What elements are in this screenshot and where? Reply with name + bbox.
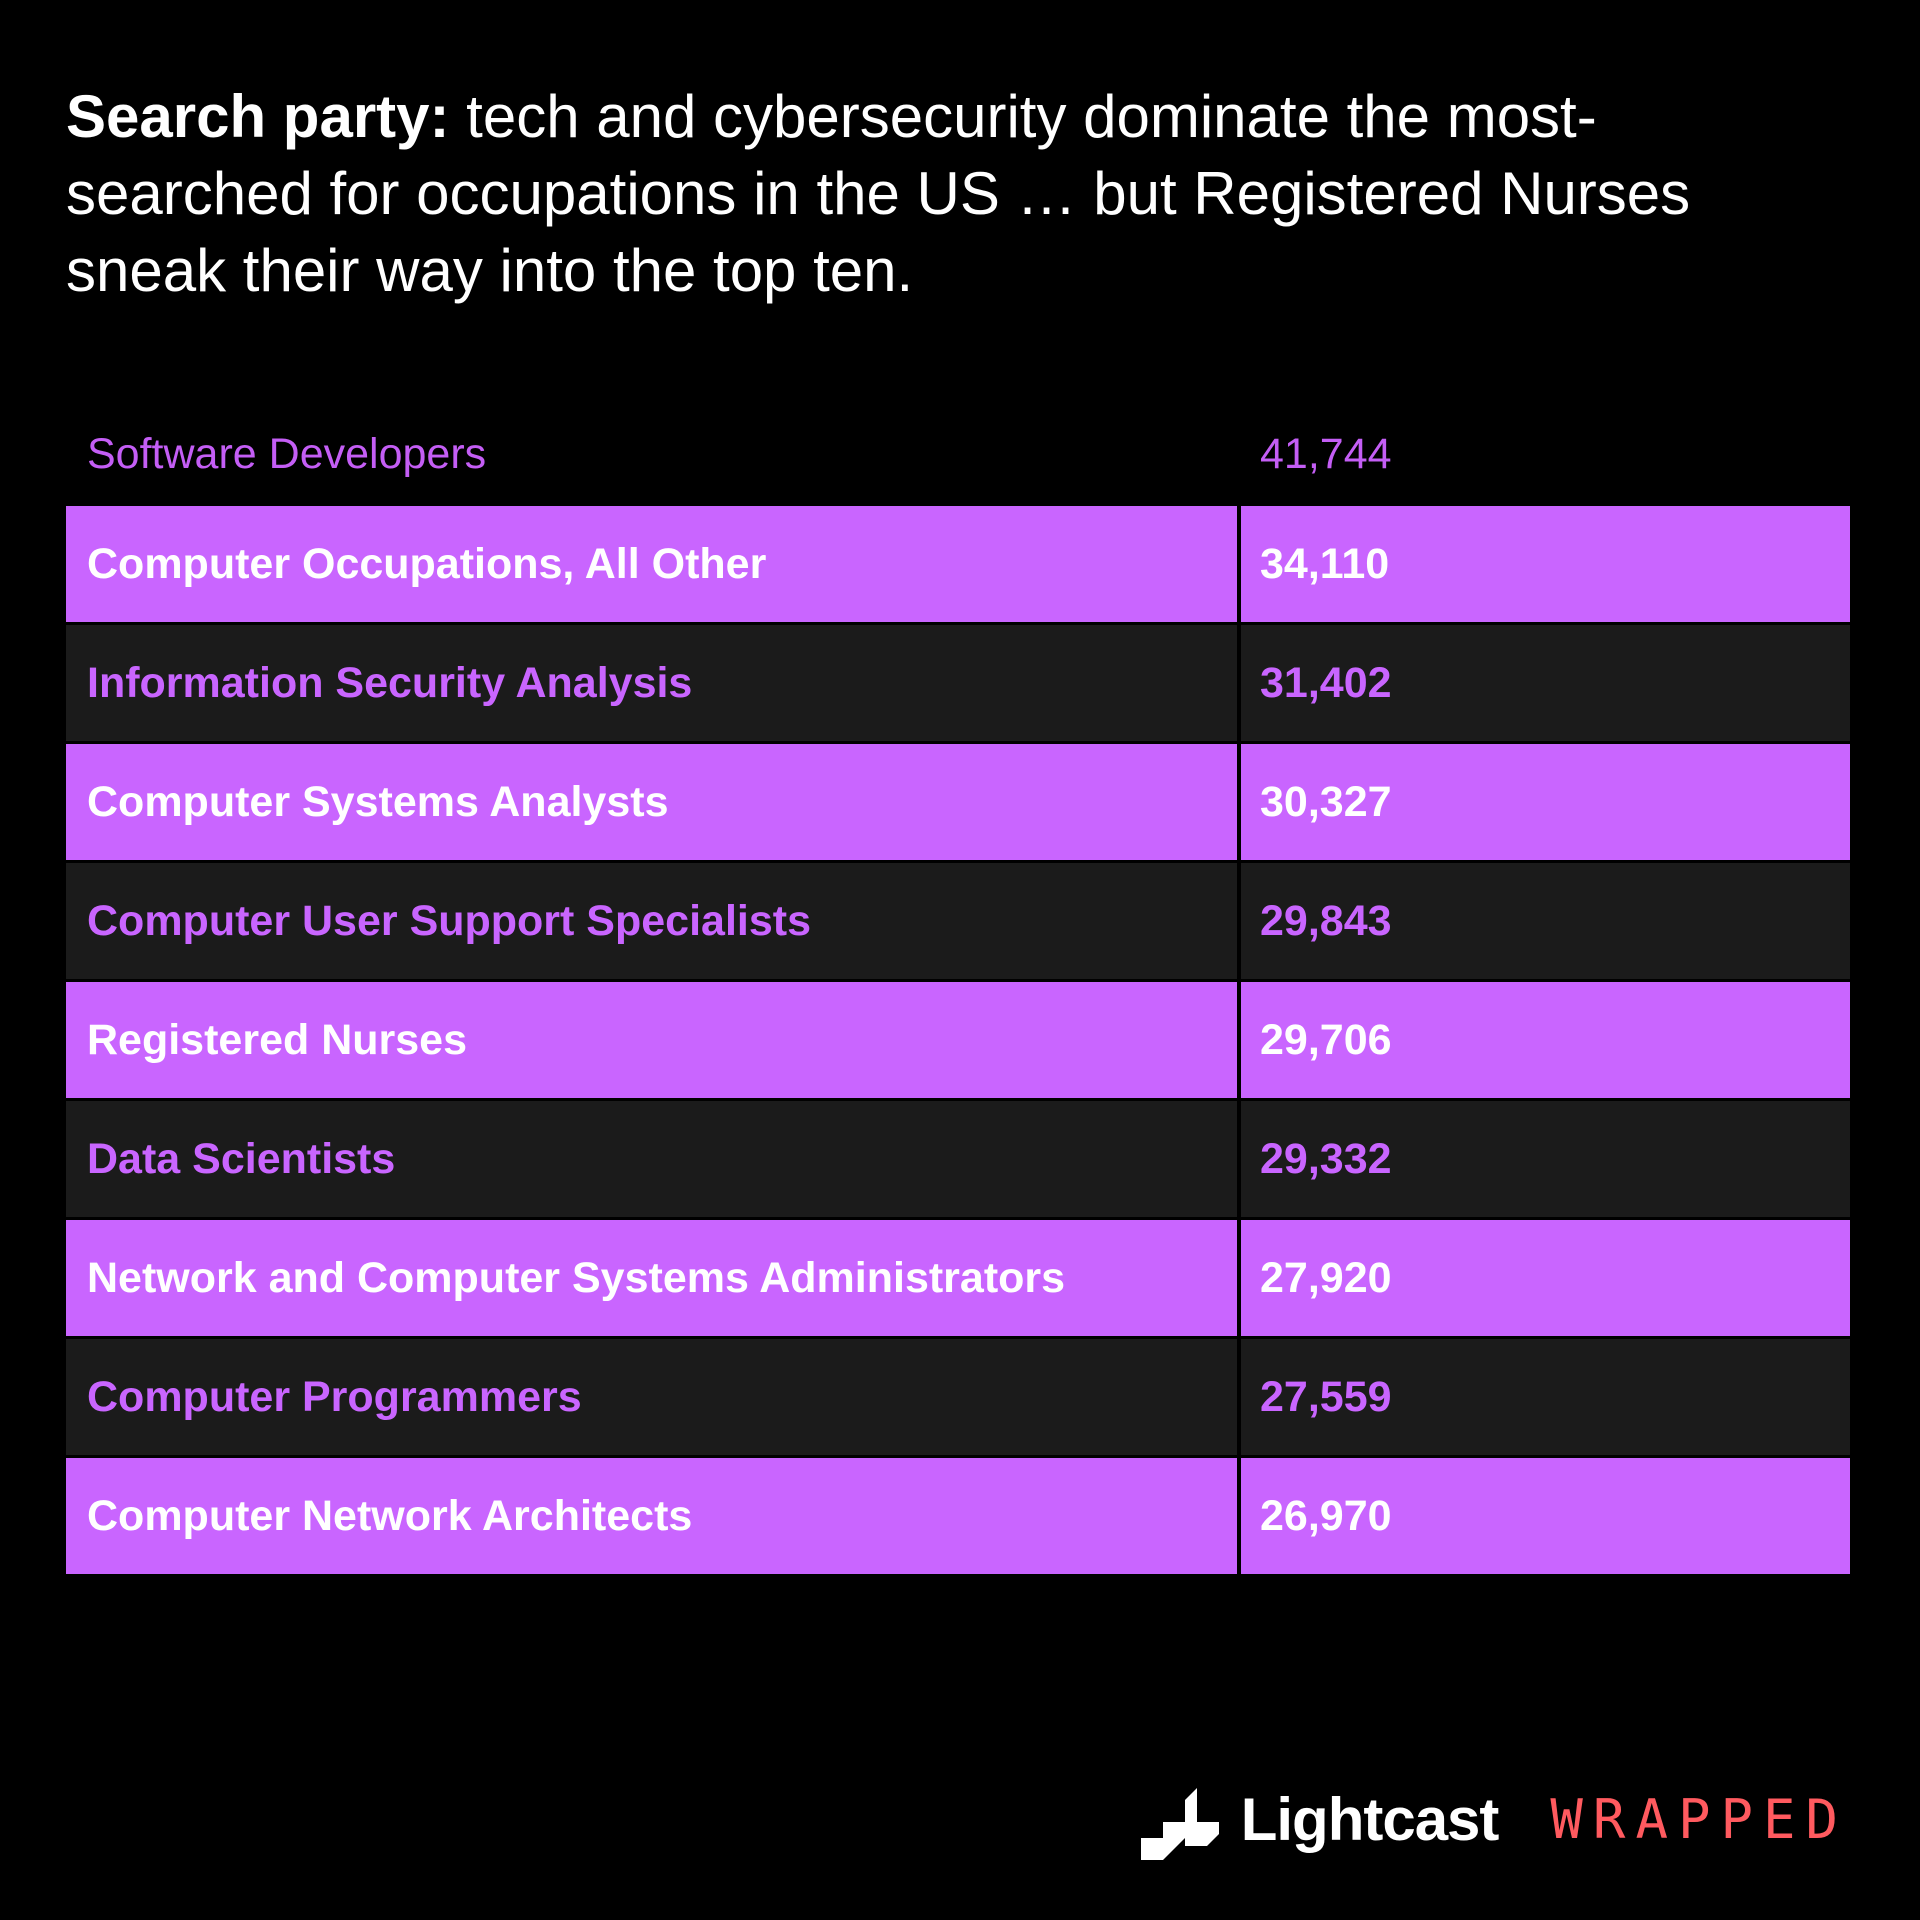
column-divider xyxy=(1237,1458,1241,1574)
column-divider xyxy=(1237,406,1241,502)
search-count: 31,402 xyxy=(1241,625,1850,741)
table-row: Network and Computer Systems Administrat… xyxy=(66,1220,1850,1336)
column-divider xyxy=(1237,1101,1241,1217)
column-divider xyxy=(1237,625,1241,741)
column-divider xyxy=(1237,1220,1241,1336)
column-divider xyxy=(1237,863,1241,979)
table-row: Computer Network Architects 26,970 xyxy=(66,1458,1850,1574)
headline: Search party: tech and cybersecurity dom… xyxy=(66,78,1806,309)
occupations-table: Software Developers 41,744 Computer Occu… xyxy=(66,406,1850,1577)
occupation-name: Network and Computer Systems Administrat… xyxy=(66,1220,1237,1336)
search-count: 29,843 xyxy=(1241,863,1850,979)
occupation-name: Computer User Support Specialists xyxy=(66,863,1237,979)
brand-footer: Lightcast WRAPPED xyxy=(1137,1776,1848,1862)
search-count: 29,706 xyxy=(1241,982,1850,1098)
occupation-name: Registered Nurses xyxy=(66,982,1237,1098)
column-divider xyxy=(1237,982,1241,1098)
search-count: 27,920 xyxy=(1241,1220,1850,1336)
column-divider xyxy=(1237,1339,1241,1455)
search-count: 30,327 xyxy=(1241,744,1850,860)
occupation-name: Computer Systems Analysts xyxy=(66,744,1237,860)
table-row: Data Scientists 29,332 xyxy=(66,1101,1850,1217)
column-divider xyxy=(1237,744,1241,860)
search-count: 26,970 xyxy=(1241,1458,1850,1574)
occupation-name: Software Developers xyxy=(66,406,1237,502)
table-row: Computer User Support Specialists 29,843 xyxy=(66,863,1850,979)
occupation-name: Computer Occupations, All Other xyxy=(66,506,1237,622)
headline-lead: Search party: xyxy=(66,83,450,150)
search-count: 41,744 xyxy=(1241,406,1850,502)
occupation-name: Information Security Analysis xyxy=(66,625,1237,741)
table-row: Computer Occupations, All Other 34,110 xyxy=(66,506,1850,622)
lightcast-logo-icon xyxy=(1140,1788,1219,1860)
table-row: Software Developers 41,744 xyxy=(66,406,1850,502)
search-count: 34,110 xyxy=(1241,506,1850,622)
occupation-name: Computer Programmers xyxy=(66,1339,1237,1455)
brand-name: Lightcast xyxy=(1240,1785,1500,1853)
table-row: Information Security Analysis 31,402 xyxy=(66,625,1850,741)
wrapped-tag: WRAPPED xyxy=(1550,1787,1848,1851)
table-row: Registered Nurses 29,706 xyxy=(66,982,1850,1098)
table-row: Computer Programmers 27,559 xyxy=(66,1339,1850,1455)
column-divider xyxy=(1237,506,1241,622)
search-count: 29,332 xyxy=(1241,1101,1850,1217)
search-count: 27,559 xyxy=(1241,1339,1850,1455)
lightcast-logo: Lightcast xyxy=(1137,1776,1499,1862)
occupation-name: Computer Network Architects xyxy=(66,1458,1237,1574)
headline-text: tech and cybersecurity dominate the most… xyxy=(66,83,1691,304)
table-row: Computer Systems Analysts 30,327 xyxy=(66,744,1850,860)
occupation-name: Data Scientists xyxy=(66,1101,1237,1217)
